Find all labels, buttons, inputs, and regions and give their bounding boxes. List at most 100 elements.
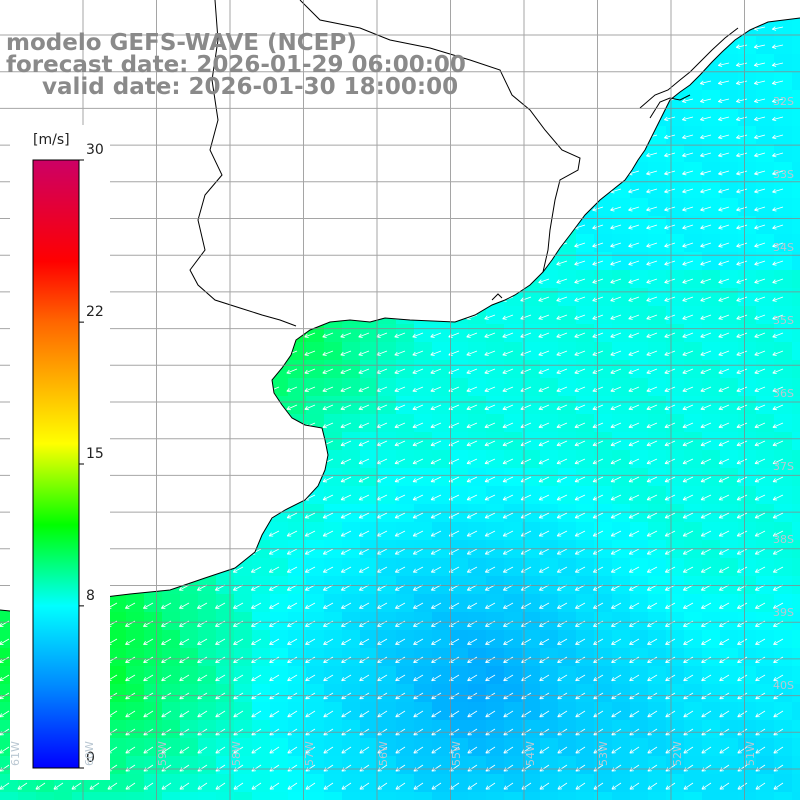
wind-speed-cell (612, 90, 631, 109)
wind-arrow (610, 260, 622, 266)
wind-speed-cell (324, 324, 343, 343)
wind-arrow (647, 746, 658, 754)
wind-speed-cell (558, 360, 577, 379)
wind-arrow (413, 656, 424, 664)
wind-arrow (719, 638, 730, 645)
wind-speed-cell (360, 558, 379, 577)
wind-speed-cell (306, 450, 325, 469)
wind-speed-cell (504, 342, 523, 361)
wind-arrow (664, 476, 676, 483)
wind-speed-cell (576, 486, 595, 505)
wind-speed-cell (648, 396, 667, 415)
wind-speed-cell (108, 108, 127, 127)
wind-speed-cell (126, 270, 145, 289)
wind-speed-cell (216, 720, 235, 739)
wind-arrow (502, 314, 514, 320)
wind-arrow (125, 638, 136, 645)
wind-speed-cell (252, 720, 271, 739)
wind-speed-cell (414, 396, 433, 415)
wind-arrow (304, 332, 316, 338)
wind-arrow (197, 638, 208, 645)
wind-speed-cell (342, 162, 361, 181)
wind-speed-cell (342, 126, 361, 145)
wind-speed-cell (108, 486, 127, 505)
wind-speed-cell (198, 162, 217, 181)
wind-speed-cell (450, 504, 469, 523)
wind-arrow (682, 314, 694, 320)
wind-arrow (503, 782, 514, 790)
wind-speed-cell (468, 612, 487, 631)
wind-speed-cell (720, 450, 739, 469)
wind-speed-cell (324, 792, 343, 800)
wind-arrow (484, 512, 496, 519)
wind-speed-cell (198, 378, 217, 397)
wind-speed-cell (450, 198, 469, 217)
wind-speed-cell (90, 792, 109, 800)
wind-speed-cell (504, 180, 523, 199)
wind-arrow (628, 458, 640, 465)
wind-arrow (466, 260, 478, 266)
wind-speed-cell (342, 648, 361, 667)
wind-arrow (250, 314, 262, 320)
wind-speed-cell (0, 18, 19, 19)
wind-arrow (683, 782, 694, 790)
wind-arrow (233, 602, 244, 609)
wind-arrow (395, 674, 406, 682)
wind-speed-cell (108, 360, 127, 379)
wind-speed-cell (756, 738, 775, 757)
wind-speed-cell (792, 648, 800, 667)
wind-speed-cell (324, 270, 343, 289)
wind-arrow (142, 548, 154, 555)
wind-arrow (736, 224, 748, 230)
wind-arrow (484, 566, 496, 573)
wind-speed-cell (666, 612, 685, 631)
wind-arrow (0, 224, 10, 230)
wind-speed-cell (396, 504, 415, 523)
wind-speed-cell (378, 234, 397, 253)
wind-speed-cell (450, 342, 469, 361)
wind-arrow (503, 638, 514, 645)
wind-speed-cell (414, 180, 433, 199)
wind-arrow (502, 440, 514, 447)
wind-arrow (574, 116, 586, 122)
wind-arrow (503, 710, 514, 718)
wind-arrow (358, 476, 370, 483)
wind-speed-cell (198, 306, 217, 325)
wind-speed-cell (450, 486, 469, 505)
wind-speed-cell (468, 180, 487, 199)
wind-arrow (124, 368, 136, 374)
wind-speed-cell (630, 270, 649, 289)
wind-arrow (610, 494, 622, 501)
wind-speed-cell (450, 126, 469, 145)
wind-speed-cell (198, 630, 217, 649)
latitude-label: 34S (773, 241, 794, 254)
wind-speed-cell (738, 684, 757, 703)
wind-arrow (357, 44, 370, 49)
wind-speed-cell (540, 792, 559, 800)
wind-arrow (466, 458, 478, 465)
wind-arrow (610, 530, 622, 537)
wind-speed-cell (594, 72, 613, 91)
wind-speed-cell (198, 720, 217, 739)
wind-speed-cell (756, 54, 775, 73)
wind-speed-cell (630, 216, 649, 235)
wind-speed-cell (414, 108, 433, 127)
longitude-label: 55W (450, 741, 463, 766)
wind-speed-cell (738, 198, 757, 217)
wind-speed-cell (162, 720, 181, 739)
wind-speed-cell (414, 288, 433, 307)
wind-speed-cell (666, 486, 685, 505)
wind-speed-cell (396, 612, 415, 631)
wind-speed-cell (414, 378, 433, 397)
wind-arrow (412, 170, 424, 176)
wind-speed-cell (594, 342, 613, 361)
wind-arrow (539, 638, 550, 645)
wind-speed-cell (468, 684, 487, 703)
wind-speed-cell (216, 612, 235, 631)
wind-speed-cell (630, 18, 649, 19)
wind-speed-cell (396, 684, 415, 703)
wind-arrow (628, 206, 640, 212)
wind-speed-cell (162, 288, 181, 307)
wind-arrow (358, 530, 370, 537)
wind-arrow (124, 152, 136, 158)
